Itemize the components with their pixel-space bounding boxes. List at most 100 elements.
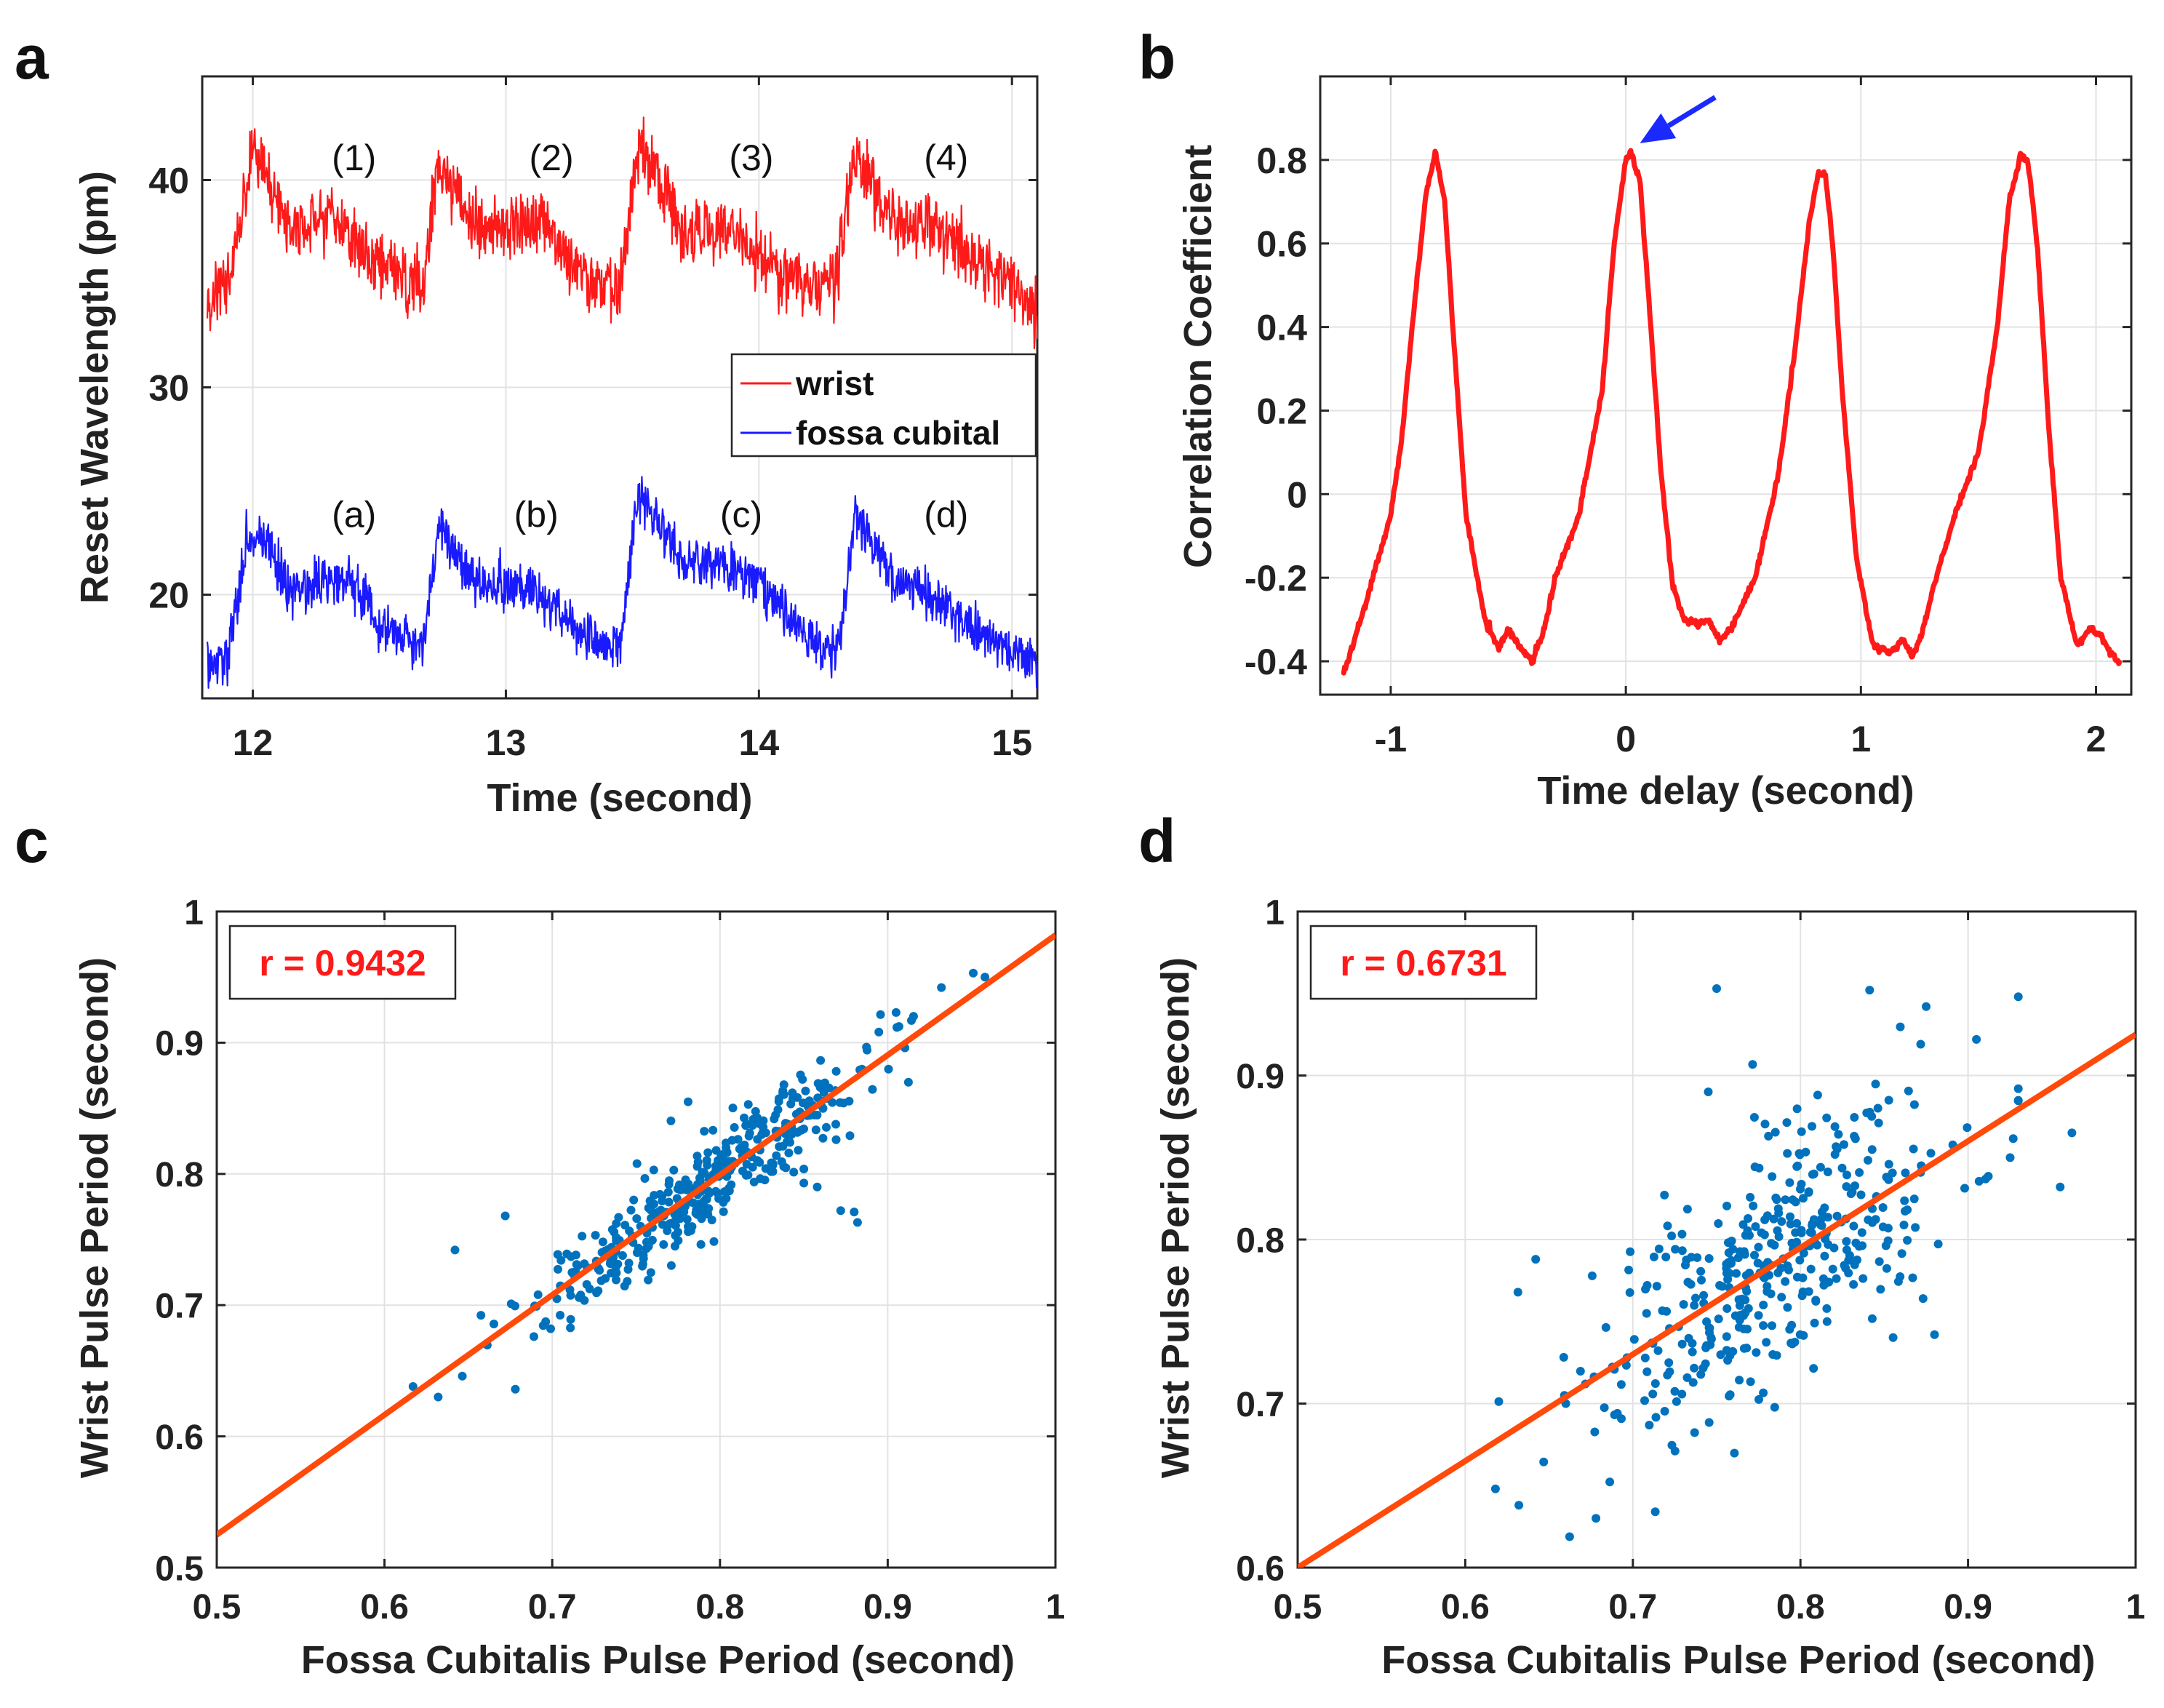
- scatter-point: [1735, 1301, 1744, 1310]
- scatter-point: [1832, 1274, 1841, 1283]
- scatter-point: [1918, 1294, 1928, 1304]
- x-tick-label: 0.7: [528, 1588, 577, 1627]
- scatter-point: [1742, 1287, 1752, 1296]
- scatter-point: [1828, 1264, 1837, 1274]
- scatter-point: [658, 1197, 667, 1205]
- scatter-point: [1690, 1363, 1699, 1373]
- scatter-point: [794, 1146, 803, 1155]
- y-tick-label: -0.4: [1245, 642, 1307, 682]
- scatter-point: [664, 1197, 674, 1207]
- scatter-point: [1539, 1457, 1549, 1466]
- scatter-point: [644, 1242, 653, 1251]
- scatter-point: [1808, 1221, 1817, 1230]
- scatter-point: [601, 1274, 610, 1283]
- scatter-point: [1682, 1373, 1692, 1382]
- scatter-point: [1876, 1285, 1885, 1294]
- scatter-point: [1884, 1096, 1893, 1105]
- scatter-point: [1974, 1176, 1984, 1186]
- scatter-point: [1882, 1264, 1891, 1273]
- scatter-point: [1781, 1277, 1790, 1286]
- x-tick-label: 0.5: [1274, 1588, 1322, 1627]
- scatter-point: [1792, 1218, 1801, 1228]
- scatter-point: [1908, 1273, 1917, 1282]
- scatter-point: [684, 1097, 692, 1106]
- x-tick-label: 1: [2126, 1588, 2146, 1627]
- scatter-point: [1693, 1253, 1702, 1262]
- scatter-point: [1744, 1304, 1753, 1313]
- scatter-point: [692, 1152, 702, 1161]
- scatter-point: [831, 1135, 841, 1144]
- scatter-point: [1829, 1243, 1839, 1253]
- scatter-point: [1824, 1213, 1832, 1222]
- scatter-point: [969, 968, 978, 978]
- y-axis-label: Wrist Pulse Period (second): [73, 957, 116, 1478]
- x-tick-label: 0.5: [193, 1588, 241, 1627]
- scatter-point: [1592, 1514, 1601, 1523]
- scatter-point: [1840, 1140, 1848, 1149]
- scatter-point: [1930, 1330, 1939, 1339]
- scatter-point: [1728, 1346, 1738, 1356]
- scatter-point: [1723, 1274, 1733, 1284]
- scatter-point: [1654, 1244, 1664, 1253]
- scatter-point: [1704, 1254, 1714, 1263]
- scatter-point: [646, 1268, 655, 1277]
- scatter-point: [1671, 1245, 1680, 1254]
- scatter-point: [728, 1104, 738, 1113]
- annotation: (d): [924, 494, 968, 535]
- y-tick-label: 40: [148, 161, 189, 201]
- scatter-point: [1699, 1290, 1709, 1300]
- scatter-point: [684, 1222, 692, 1232]
- scatter-point: [1716, 1350, 1725, 1360]
- scatter-point: [1792, 1162, 1802, 1171]
- scatter-point: [566, 1314, 575, 1324]
- scatter-point: [1650, 1507, 1660, 1517]
- scatter-point: [1513, 1288, 1522, 1297]
- scatter-point: [1679, 1300, 1688, 1309]
- x-axis-label: Time delay (second): [1537, 769, 1914, 813]
- scatter-point: [868, 1085, 877, 1094]
- scatter-point: [718, 1153, 727, 1162]
- legend-entry: wrist: [795, 364, 874, 402]
- scatter-point: [546, 1324, 555, 1333]
- fit-line: [1298, 1031, 2136, 1568]
- scatter-point: [626, 1205, 636, 1215]
- scatter-point: [1768, 1321, 1776, 1330]
- scatter-point: [1842, 1182, 1851, 1192]
- scatter-point: [799, 1165, 809, 1173]
- scatter-point: [1760, 1215, 1770, 1224]
- scatter-point: [893, 1023, 901, 1032]
- scatter-point: [1874, 1257, 1884, 1266]
- scatter-point: [566, 1290, 575, 1300]
- scatter-point: [709, 1237, 719, 1246]
- scatter-point: [1645, 1421, 1654, 1430]
- scatter-point: [646, 1205, 655, 1215]
- scatter-point: [1648, 1389, 1658, 1399]
- scatter-point: [578, 1232, 587, 1241]
- scatter-point: [632, 1214, 642, 1224]
- scatter-point: [591, 1231, 600, 1240]
- scatter-point: [775, 1142, 784, 1152]
- scatter-point: [786, 1138, 794, 1147]
- scatter-point: [1897, 1249, 1907, 1258]
- scatter-point: [533, 1290, 543, 1299]
- scatter-point: [1820, 1203, 1829, 1213]
- scatter-point: [640, 1174, 650, 1183]
- scatter-point: [845, 1131, 855, 1141]
- scatter-point: [698, 1199, 708, 1208]
- x-axis-label: Fossa Cubitalis Pulse Period (second): [1381, 1638, 2095, 1682]
- y-tick-label: 20: [148, 575, 189, 616]
- scatter-point: [434, 1392, 443, 1402]
- scatter-point: [1765, 1271, 1774, 1280]
- scatter-point: [753, 1156, 762, 1165]
- scatter-point: [781, 1163, 791, 1173]
- legend: wrist fossa cubital: [730, 353, 1037, 458]
- scatter-point: [1804, 1287, 1813, 1296]
- scatter-point: [500, 1211, 510, 1221]
- x-tick-label: 0.8: [695, 1588, 744, 1627]
- scatter-point: [1822, 1317, 1832, 1326]
- scatter-point: [1874, 1118, 1883, 1128]
- scatter-point: [1690, 1301, 1699, 1310]
- scatter-point: [863, 1045, 871, 1055]
- legend-entry: fossa cubital: [796, 414, 1000, 452]
- scatter-point: [742, 1160, 751, 1169]
